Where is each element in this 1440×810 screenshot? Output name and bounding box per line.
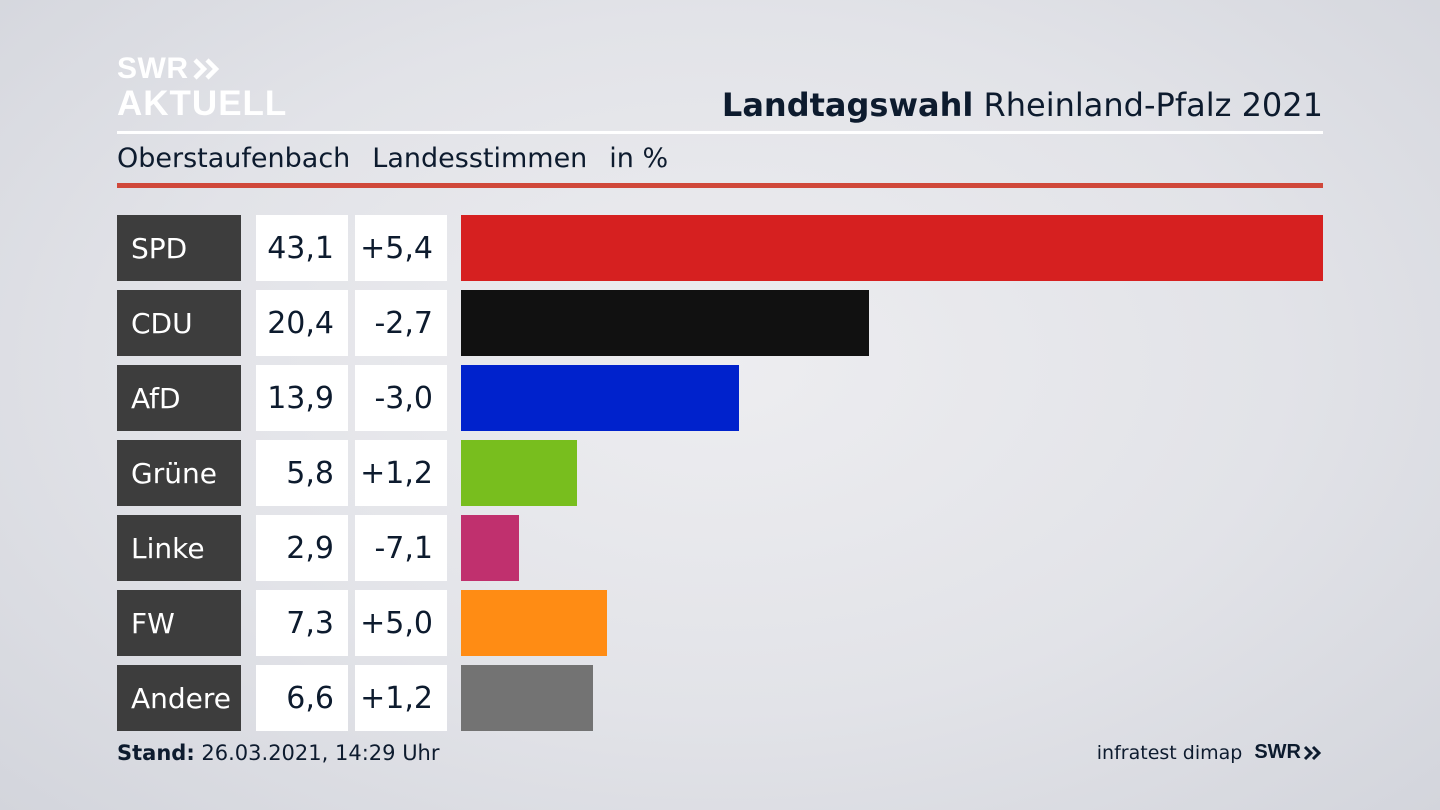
accent-divider [117, 183, 1323, 188]
header-divider [117, 131, 1323, 134]
result-bar [461, 440, 577, 506]
title-rest: Rheinland-Pfalz 2021 [983, 86, 1323, 124]
source-credit: infratest dimap SWR [1097, 741, 1323, 764]
timestamp: Stand: 26.03.2021, 14:29 Uhr [117, 741, 440, 765]
subtitle: Oberstaufenbach Landesstimmen in % [117, 143, 668, 174]
vote-share-value: 5,8 [256, 440, 348, 506]
stand-label: Stand: [117, 741, 195, 765]
result-row: SPD 43,1 +5,4 [117, 215, 1323, 281]
change-value: +5,0 [355, 590, 447, 656]
result-bar [461, 590, 607, 656]
vote-share-value: 43,1 [256, 215, 348, 281]
party-label: AfD [117, 365, 241, 431]
vote-share-value: 20,4 [256, 290, 348, 356]
change-value: +1,2 [355, 440, 447, 506]
party-label: SPD [117, 215, 241, 281]
page-title: Landtagswahl Rheinland-Pfalz 2021 [722, 86, 1323, 124]
party-label: CDU [117, 290, 241, 356]
brand-chevrons-icon [1303, 745, 1322, 760]
result-row: CDU 20,4 -2,7 [117, 290, 1323, 356]
vote-share-value: 2,9 [256, 515, 348, 581]
vote-share-value: 13,9 [256, 365, 348, 431]
result-bar [461, 515, 519, 581]
vote-share-value: 7,3 [256, 590, 348, 656]
vote-share-value: 6,6 [256, 665, 348, 731]
change-value: -3,0 [355, 365, 447, 431]
swr-brand-text: SWR [1254, 741, 1301, 763]
result-bar [461, 215, 1323, 281]
change-value: -7,1 [355, 515, 447, 581]
title-bold: Landtagswahl [721, 86, 974, 124]
result-row: Andere 6,6 +1,2 [117, 665, 1323, 731]
party-label: Grüne [117, 440, 241, 506]
result-row: AfD 13,9 -3,0 [117, 365, 1323, 431]
logo-chevrons-icon [192, 58, 219, 80]
change-value: -2,7 [355, 290, 447, 356]
logo-aktuell-text: AKTUELL [117, 84, 288, 123]
source-text: infratest dimap [1096, 741, 1243, 764]
result-row: FW 7,3 +5,0 [117, 590, 1323, 656]
change-value: +1,2 [355, 665, 447, 731]
subtitle-unit: in % [609, 143, 669, 174]
stand-value: 26.03.2021, 14:29 Uhr [201, 741, 440, 765]
change-value: +5,4 [355, 215, 447, 281]
subtitle-place: Oberstaufenbach [117, 143, 351, 174]
result-bar [461, 665, 593, 731]
result-row: Linke 2,9 -7,1 [117, 515, 1323, 581]
result-row: Grüne 5,8 +1,2 [117, 440, 1323, 506]
party-label: FW [117, 590, 241, 656]
party-label: Linke [117, 515, 241, 581]
result-bar [461, 290, 869, 356]
swr-brand: SWR [1254, 741, 1323, 764]
result-bar [461, 365, 739, 431]
subtitle-kind: Landesstimmen [372, 143, 588, 174]
logo-swr-text: SWR [117, 52, 189, 85]
party-label: Andere [117, 665, 241, 731]
swr-aktuell-logo: SWR AKTUELL [117, 52, 288, 123]
